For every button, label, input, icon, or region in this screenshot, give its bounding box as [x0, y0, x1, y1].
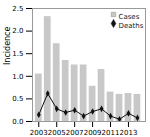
svg-text:2011: 2011 — [102, 129, 120, 137]
svg-text:Cases: Cases — [119, 13, 140, 21]
svg-text:2.0: 2.0 — [12, 27, 23, 35]
svg-text:0.5: 0.5 — [12, 95, 23, 103]
svg-text:1.0: 1.0 — [12, 73, 23, 81]
svg-text:Deaths: Deaths — [119, 22, 144, 30]
svg-text:2009: 2009 — [84, 129, 102, 137]
svg-text:1.5: 1.5 — [12, 50, 23, 58]
svg-text:2013: 2013 — [120, 129, 138, 137]
svg-text:2007: 2007 — [66, 129, 84, 137]
svg-text:0.0: 0.0 — [12, 118, 23, 126]
svg-text:Incidence: Incidence — [3, 26, 12, 65]
svg-text:2.5: 2.5 — [12, 5, 23, 13]
svg-text:2003: 2003 — [30, 129, 48, 137]
svg-text:2005: 2005 — [48, 129, 66, 137]
